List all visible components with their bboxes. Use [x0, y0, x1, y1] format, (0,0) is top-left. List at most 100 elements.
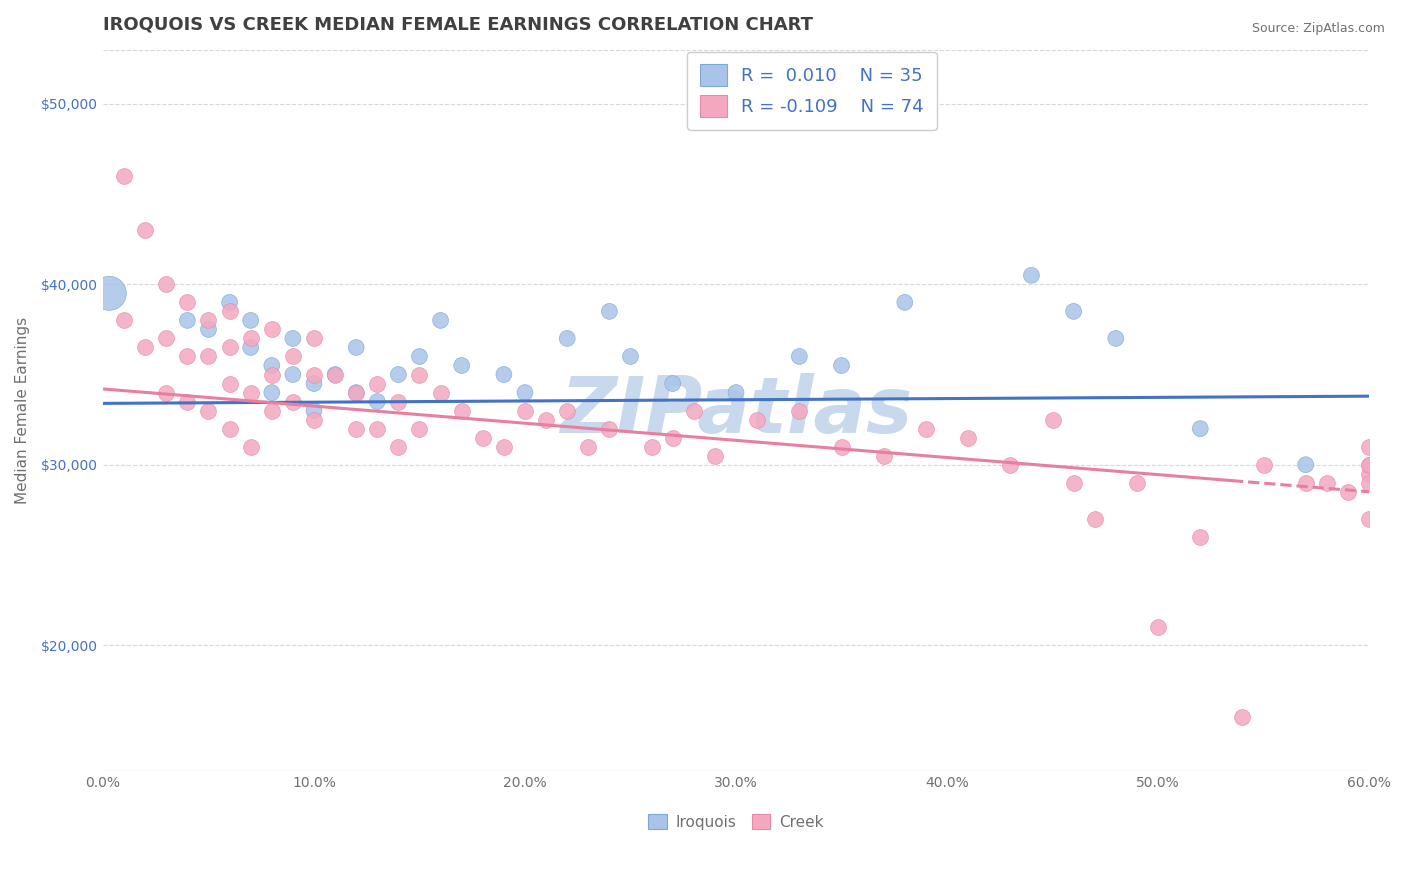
Point	[894, 295, 917, 310]
Point	[155, 277, 177, 292]
Point	[1126, 475, 1149, 490]
Point	[513, 385, 536, 400]
Point	[281, 350, 304, 364]
Y-axis label: Median Female Earnings: Median Female Earnings	[15, 317, 30, 504]
Point	[745, 412, 768, 426]
Point	[1295, 458, 1317, 472]
Point	[197, 403, 219, 417]
Point	[218, 304, 240, 318]
Point	[429, 385, 451, 400]
Point	[112, 313, 135, 327]
Point	[366, 376, 388, 391]
Point	[134, 223, 156, 237]
Point	[1358, 475, 1381, 490]
Point	[1105, 331, 1128, 345]
Point	[1358, 512, 1381, 526]
Point	[366, 422, 388, 436]
Point	[366, 394, 388, 409]
Point	[218, 376, 240, 391]
Point	[134, 341, 156, 355]
Point	[281, 394, 304, 409]
Point	[260, 403, 283, 417]
Point	[450, 359, 472, 373]
Point	[450, 403, 472, 417]
Point	[640, 440, 662, 454]
Legend: Iroquois, Creek: Iroquois, Creek	[643, 807, 830, 836]
Point	[176, 394, 198, 409]
Point	[619, 350, 641, 364]
Point	[1084, 512, 1107, 526]
Point	[1253, 458, 1275, 472]
Point	[197, 322, 219, 336]
Point	[302, 403, 325, 417]
Point	[598, 304, 620, 318]
Point	[1021, 268, 1043, 283]
Point	[302, 368, 325, 382]
Point	[218, 341, 240, 355]
Point	[1358, 458, 1381, 472]
Point	[1189, 422, 1212, 436]
Point	[302, 331, 325, 345]
Point	[176, 313, 198, 327]
Point	[682, 403, 704, 417]
Point	[1189, 530, 1212, 544]
Point	[387, 368, 409, 382]
Point	[873, 449, 896, 463]
Point	[387, 394, 409, 409]
Point	[1337, 484, 1360, 499]
Point	[408, 368, 430, 382]
Point	[260, 385, 283, 400]
Point	[471, 431, 494, 445]
Point	[1000, 458, 1022, 472]
Text: ZIPatlas: ZIPatlas	[560, 373, 912, 449]
Point	[323, 368, 346, 382]
Point	[344, 341, 367, 355]
Point	[218, 295, 240, 310]
Point	[915, 422, 938, 436]
Point	[344, 422, 367, 436]
Point	[323, 368, 346, 382]
Point	[957, 431, 980, 445]
Point	[408, 422, 430, 436]
Point	[1316, 475, 1339, 490]
Point	[302, 412, 325, 426]
Point	[1358, 458, 1381, 472]
Point	[239, 440, 262, 454]
Point	[239, 331, 262, 345]
Point	[260, 359, 283, 373]
Point	[302, 376, 325, 391]
Point	[176, 350, 198, 364]
Point	[1063, 304, 1085, 318]
Point	[1042, 412, 1064, 426]
Point	[831, 440, 853, 454]
Point	[98, 286, 121, 301]
Point	[408, 350, 430, 364]
Point	[789, 350, 811, 364]
Point	[661, 431, 683, 445]
Text: Source: ZipAtlas.com: Source: ZipAtlas.com	[1251, 22, 1385, 36]
Point	[1232, 710, 1254, 724]
Point	[239, 385, 262, 400]
Point	[197, 313, 219, 327]
Point	[1358, 467, 1381, 481]
Point	[112, 169, 135, 183]
Point	[239, 341, 262, 355]
Point	[789, 403, 811, 417]
Point	[513, 403, 536, 417]
Text: IROQUOIS VS CREEK MEDIAN FEMALE EARNINGS CORRELATION CHART: IROQUOIS VS CREEK MEDIAN FEMALE EARNINGS…	[103, 15, 813, 33]
Point	[1358, 440, 1381, 454]
Point	[218, 422, 240, 436]
Point	[576, 440, 599, 454]
Point	[281, 368, 304, 382]
Point	[1147, 620, 1170, 634]
Point	[344, 385, 367, 400]
Point	[703, 449, 725, 463]
Point	[155, 385, 177, 400]
Point	[155, 331, 177, 345]
Point	[724, 385, 747, 400]
Point	[344, 385, 367, 400]
Point	[598, 422, 620, 436]
Point	[260, 368, 283, 382]
Point	[492, 368, 515, 382]
Point	[555, 403, 578, 417]
